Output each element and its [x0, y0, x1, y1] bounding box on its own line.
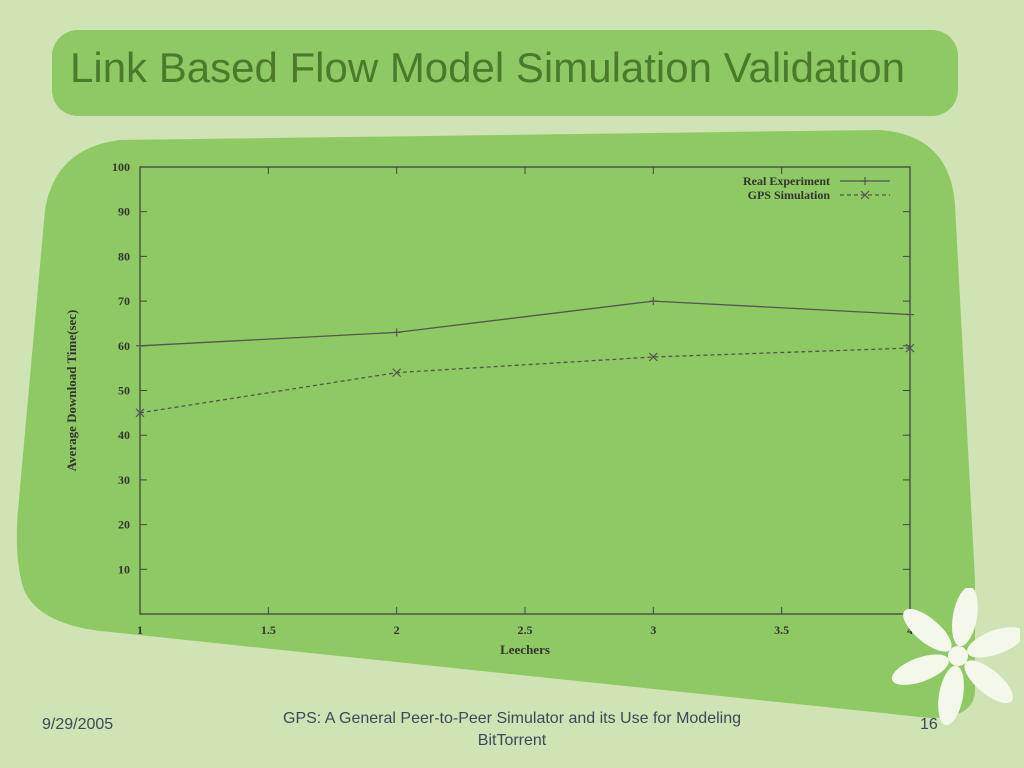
title-banner: Link Based Flow Model Simulation Validat… — [52, 30, 958, 116]
y-tick-label: 50 — [118, 384, 130, 398]
y-axis-label: Average Download Time(sec) — [64, 310, 79, 472]
y-tick-label: 30 — [118, 473, 130, 487]
x-tick-label: 2 — [394, 623, 400, 637]
data-point-series-2 — [905, 343, 915, 353]
flower-decoration — [891, 588, 1020, 726]
x-tick-label: 4 — [907, 623, 913, 637]
y-tick-label: 10 — [118, 562, 130, 576]
slide-title: Link Based Flow Model Simulation Validat… — [70, 44, 905, 91]
legend-marker — [860, 190, 870, 200]
x-axis-label: Leechers — [500, 642, 550, 657]
page-number: 16 — [920, 716, 938, 733]
x-tick-label: 2.5 — [518, 623, 533, 637]
legend-label: Real Experiment — [743, 174, 830, 188]
x-tick-label: 3 — [650, 623, 656, 637]
x-tick-label: 1.5 — [261, 623, 276, 637]
data-point-series-2 — [648, 352, 658, 362]
footer-date: 9/29/2005 — [42, 716, 114, 733]
data-point-series-2 — [392, 368, 402, 378]
legend-label: GPS Simulation — [748, 188, 831, 202]
y-tick-label: 40 — [118, 428, 130, 442]
y-tick-label: 60 — [118, 339, 130, 353]
y-tick-label: 80 — [118, 249, 130, 263]
x-tick-label: 1 — [137, 623, 143, 637]
y-tick-label: 20 — [118, 518, 130, 532]
x-tick-label: 3.5 — [774, 623, 789, 637]
plot-frame — [139, 166, 911, 615]
series-line-2 — [139, 347, 911, 414]
data-point-series-2 — [135, 408, 145, 418]
y-tick-label: 90 — [118, 205, 130, 219]
y-tick-label: 70 — [118, 294, 130, 308]
series-line-1 — [139, 300, 911, 347]
footer-title: GPS: A General Peer-to-Peer Simulator an… — [283, 710, 741, 749]
y-tick-label: 100 — [112, 160, 130, 174]
